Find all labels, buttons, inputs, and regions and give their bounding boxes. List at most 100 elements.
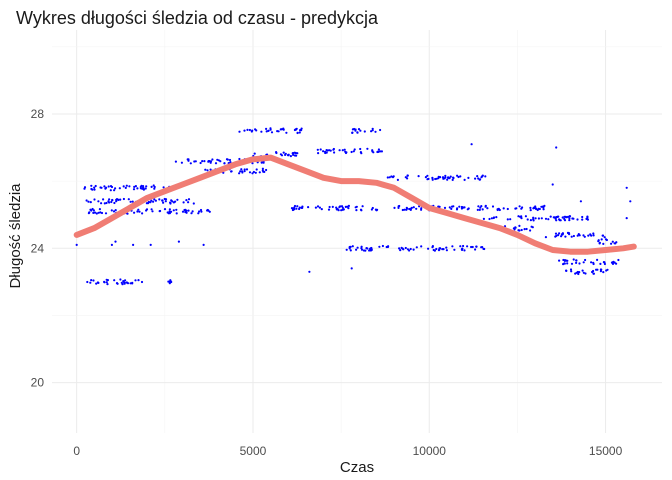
data-point	[170, 199, 173, 202]
data-point	[209, 161, 212, 164]
data-point	[371, 206, 374, 210]
data-point	[106, 283, 109, 286]
data-point	[158, 198, 161, 201]
data-point	[467, 207, 470, 210]
data-point	[262, 170, 265, 173]
data-point	[122, 185, 125, 188]
data-point	[561, 216, 564, 219]
data-point	[398, 204, 401, 208]
data-point	[408, 207, 411, 211]
data-point	[612, 260, 615, 263]
data-point	[561, 233, 564, 236]
data-point	[116, 282, 119, 285]
data-point	[611, 240, 614, 243]
data-point	[128, 185, 131, 188]
data-point	[506, 218, 509, 221]
data-point	[388, 176, 391, 179]
data-point	[97, 211, 100, 214]
data-point	[291, 152, 294, 155]
data-point	[293, 206, 296, 209]
data-point	[410, 206, 413, 209]
data-point	[362, 249, 366, 252]
data-point	[226, 158, 229, 161]
data-point	[298, 131, 301, 134]
data-point	[182, 201, 185, 204]
data-point	[592, 272, 596, 275]
data-point	[409, 208, 412, 211]
data-point	[140, 184, 143, 187]
data-point	[586, 215, 589, 218]
data-point	[333, 151, 336, 154]
data-point	[352, 150, 355, 153]
data-point	[629, 200, 632, 203]
data-point	[415, 246, 418, 249]
data-point	[417, 175, 420, 178]
data-point	[547, 218, 550, 221]
data-point	[444, 174, 447, 177]
data-point	[113, 189, 116, 192]
data-point	[350, 267, 353, 270]
data-point	[338, 149, 341, 152]
data-point	[495, 216, 498, 219]
data-point	[136, 187, 139, 190]
data-point	[457, 175, 460, 179]
data-point	[420, 207, 423, 210]
data-point	[480, 205, 483, 208]
data-point	[92, 279, 95, 282]
data-point	[481, 246, 484, 249]
data-point	[276, 130, 279, 133]
data-point	[189, 162, 192, 165]
data-point	[606, 268, 609, 271]
data-point	[150, 199, 153, 202]
data-point	[93, 188, 96, 191]
data-point	[243, 129, 246, 132]
data-point	[491, 205, 495, 208]
data-point	[517, 229, 520, 232]
data-point	[117, 198, 120, 201]
prediction-line	[73, 154, 637, 255]
data-point	[492, 216, 495, 220]
data-point	[335, 206, 338, 209]
data-point	[114, 187, 117, 190]
data-point	[93, 211, 97, 214]
data-point	[150, 208, 153, 211]
data-point	[89, 208, 92, 211]
data-point	[282, 151, 285, 154]
data-point	[372, 151, 375, 154]
x-tick-labels: 0 5000 10000 15000	[73, 444, 622, 458]
data-point	[403, 208, 406, 211]
data-point	[598, 242, 601, 245]
data-point	[360, 209, 363, 212]
data-point	[554, 235, 557, 238]
x-tick-label: 5000	[240, 444, 267, 458]
data-point	[520, 217, 523, 220]
data-point	[544, 217, 548, 220]
data-point	[438, 247, 441, 250]
data-point	[296, 131, 299, 134]
data-point	[314, 206, 317, 209]
data-point	[366, 147, 369, 150]
data-point	[441, 248, 444, 251]
data-point	[405, 206, 408, 209]
data-point	[401, 208, 404, 212]
data-point	[255, 168, 258, 171]
data-point	[602, 271, 605, 274]
data-point	[203, 160, 206, 163]
data-point	[126, 212, 129, 215]
data-point	[463, 249, 466, 252]
data-point	[114, 209, 117, 212]
data-point	[187, 198, 191, 201]
data-point	[289, 155, 292, 158]
data-point	[328, 149, 331, 152]
data-point	[298, 206, 301, 209]
data-point	[555, 216, 558, 219]
data-point	[94, 184, 97, 188]
data-point	[502, 207, 505, 210]
data-point	[577, 272, 580, 276]
data-point	[95, 282, 98, 285]
data-point	[451, 178, 454, 181]
data-point	[300, 206, 303, 209]
data-point	[279, 153, 282, 156]
data-point	[570, 262, 574, 265]
data-point	[105, 281, 108, 284]
